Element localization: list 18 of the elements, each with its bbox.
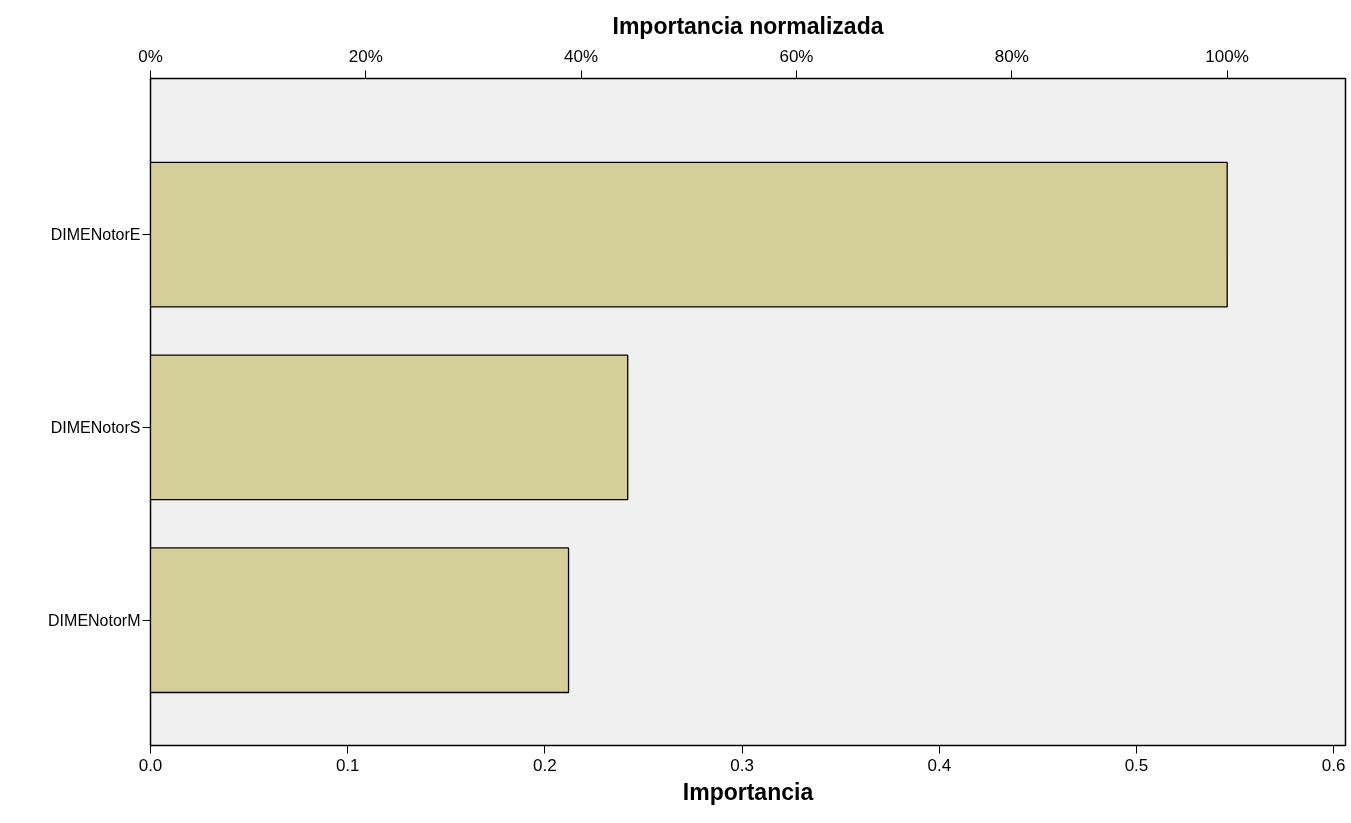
x2-tick-label: 40% — [564, 46, 599, 66]
x2-tick-label: 80% — [994, 46, 1029, 66]
x2-tick-label: 100% — [1205, 46, 1249, 66]
x-tick-label: 0.6 — [1321, 755, 1346, 775]
x2-tick-label: 20% — [348, 46, 383, 66]
y-tick-label: DIMENotorS — [50, 418, 141, 436]
x-tick-label: 0.5 — [1124, 755, 1149, 775]
x-axis-title: Importancia — [682, 778, 814, 805]
x-tick-label: 0.3 — [730, 755, 754, 775]
y-tick-label: DIMENotorE — [50, 226, 141, 244]
x-tick-label: 0.0 — [138, 755, 163, 775]
y-tick-label: DIMENotorM — [48, 611, 141, 629]
x2-axis-title: Importancia normalizada — [612, 12, 884, 39]
x-tick-label: 0.2 — [533, 755, 557, 775]
x2-tick-label: 0% — [138, 46, 163, 66]
x-tick-label: 0.4 — [927, 755, 952, 775]
x-tick-label: 0.1 — [335, 755, 360, 775]
x2-tick-label: 60% — [779, 46, 814, 66]
